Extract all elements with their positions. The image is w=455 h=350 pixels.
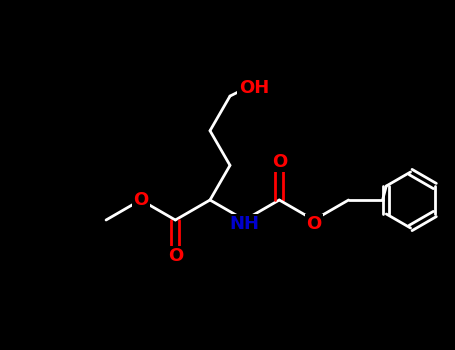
Text: O: O — [133, 191, 148, 209]
Text: O: O — [272, 153, 287, 171]
Text: O: O — [306, 215, 322, 233]
Text: O: O — [168, 247, 183, 265]
Text: NH: NH — [230, 215, 260, 233]
Text: OH: OH — [239, 79, 269, 97]
